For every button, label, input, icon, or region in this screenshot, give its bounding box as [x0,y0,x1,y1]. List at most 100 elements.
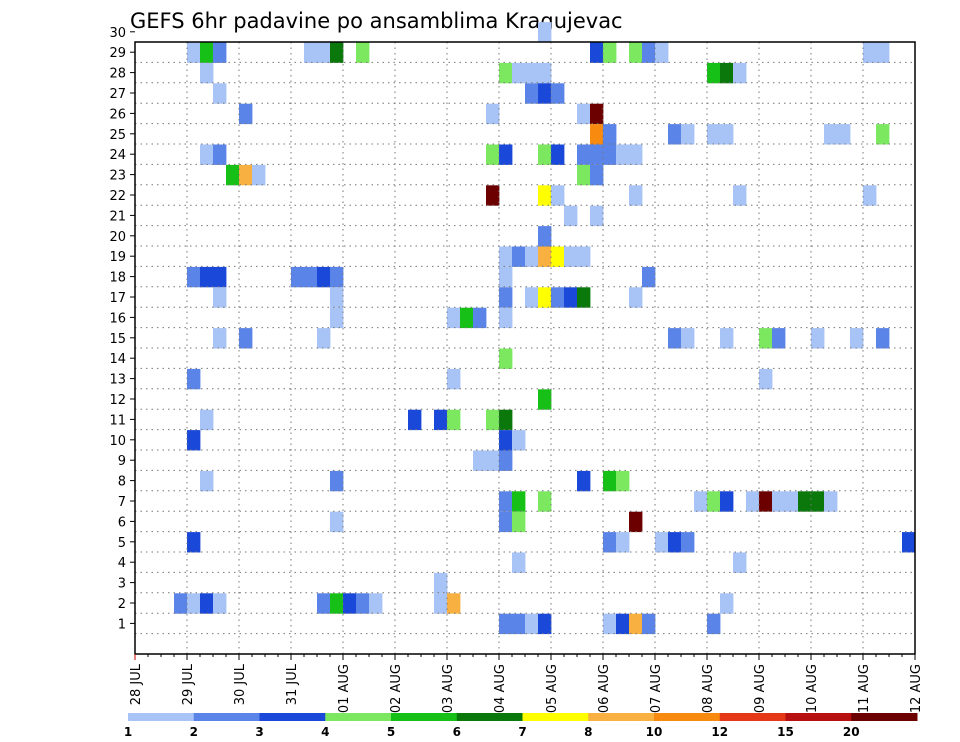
precip-cell [499,246,513,267]
precip-cell [447,593,461,614]
colorbar-label: 7 [518,725,526,739]
x-tick-label: 07 AUG [649,664,664,713]
precip-cell [720,328,734,349]
precip-cell [486,103,500,125]
precip-cell [187,368,201,390]
precip-cell [590,144,604,165]
colorbar-label: 2 [190,725,198,739]
precip-cell [200,144,214,165]
precip-cell [200,42,214,63]
precip-cell [577,103,591,125]
precip-cell [330,266,344,288]
precip-cell [447,307,461,329]
y-tick-label: 2 [118,597,126,612]
colorbar-swatch [719,713,786,721]
colorbar-swatch [259,713,326,721]
precip-cell [837,124,851,145]
precip-cell [200,409,214,431]
precip-cell [681,532,695,553]
precip-cell [902,532,916,553]
precip-cell [447,368,461,390]
precip-cell [200,266,214,288]
precip-cell [707,613,721,635]
x-tick-label: 31 JUL [285,663,300,705]
precip-cell [720,491,734,512]
precip-cell [369,593,383,614]
precip-cell [668,328,682,349]
x-tick-label: 03 AUG [441,664,456,713]
precip-cell [200,470,214,492]
colorbar-label: 5 [387,725,395,739]
precip-cell [577,287,591,308]
precip-cell [200,593,214,614]
precip-cell [876,42,890,63]
y-axis: 1234567891011121314151617181920212223242… [109,26,135,632]
y-tick-label: 28 [109,67,126,82]
y-tick-label: 26 [109,107,126,122]
y-tick-label: 8 [118,475,126,490]
precip-cell [239,164,253,186]
precip-cell [629,511,643,533]
precip-cell [486,144,500,165]
precip-cell [694,491,708,512]
precip-cell [850,328,864,349]
precip-cell [187,266,201,288]
precip-cell [317,42,331,63]
precip-cell [603,42,617,63]
colorbar-swatch [193,713,260,721]
precip-cell [811,491,825,512]
colorbar-swatch [588,713,655,721]
precip-cell [538,613,552,635]
colorbar-swatch [456,713,523,721]
precip-cell [707,491,721,512]
precip-cell [512,246,526,267]
y-tick-label: 29 [109,46,126,61]
precip-cell [187,593,201,614]
precip-cell [512,613,526,635]
precip-cell [213,328,227,349]
precip-cell [213,42,227,63]
precip-cell [746,491,760,512]
precip-cell [499,307,513,329]
y-tick-label: 6 [118,515,126,530]
y-tick-label: 16 [109,311,126,326]
precip-cell [538,185,552,206]
precip-cell [759,328,773,349]
precip-cell [473,450,487,471]
y-tick-label: 24 [109,148,126,163]
precip-cell [213,266,227,288]
precip-cell [668,124,682,145]
precip-cell [616,613,630,635]
precip-cell [720,62,734,84]
precip-cell [720,124,734,145]
precip-cell [499,266,513,288]
precip-cell [642,613,656,635]
precip-cell [603,532,617,553]
precip-cell [486,185,500,206]
precip-cell [330,42,344,63]
colorbar-swatch [391,713,458,721]
y-tick-label: 22 [109,189,126,204]
precip-cell [564,205,578,227]
precip-cell [590,103,604,125]
precip-cell [512,511,526,533]
precip-cell [772,491,786,512]
precip-cell [525,62,539,84]
precip-cell [681,124,695,145]
precip-cell [642,266,656,288]
precip-cell [629,185,643,206]
y-tick-label: 13 [109,373,126,388]
precip-cell [434,593,448,614]
y-tick-label: 3 [118,577,126,592]
precip-cell [213,144,227,165]
precip-cell [330,287,344,308]
precip-cell [226,164,240,186]
precip-cell [577,144,591,165]
y-tick-label: 9 [118,454,126,469]
precip-cell [499,287,513,308]
y-tick-label: 19 [109,250,126,265]
precip-cell [824,491,838,512]
precip-cell [551,246,565,267]
precip-cell [603,124,617,145]
colorbar-swatch [128,713,195,721]
